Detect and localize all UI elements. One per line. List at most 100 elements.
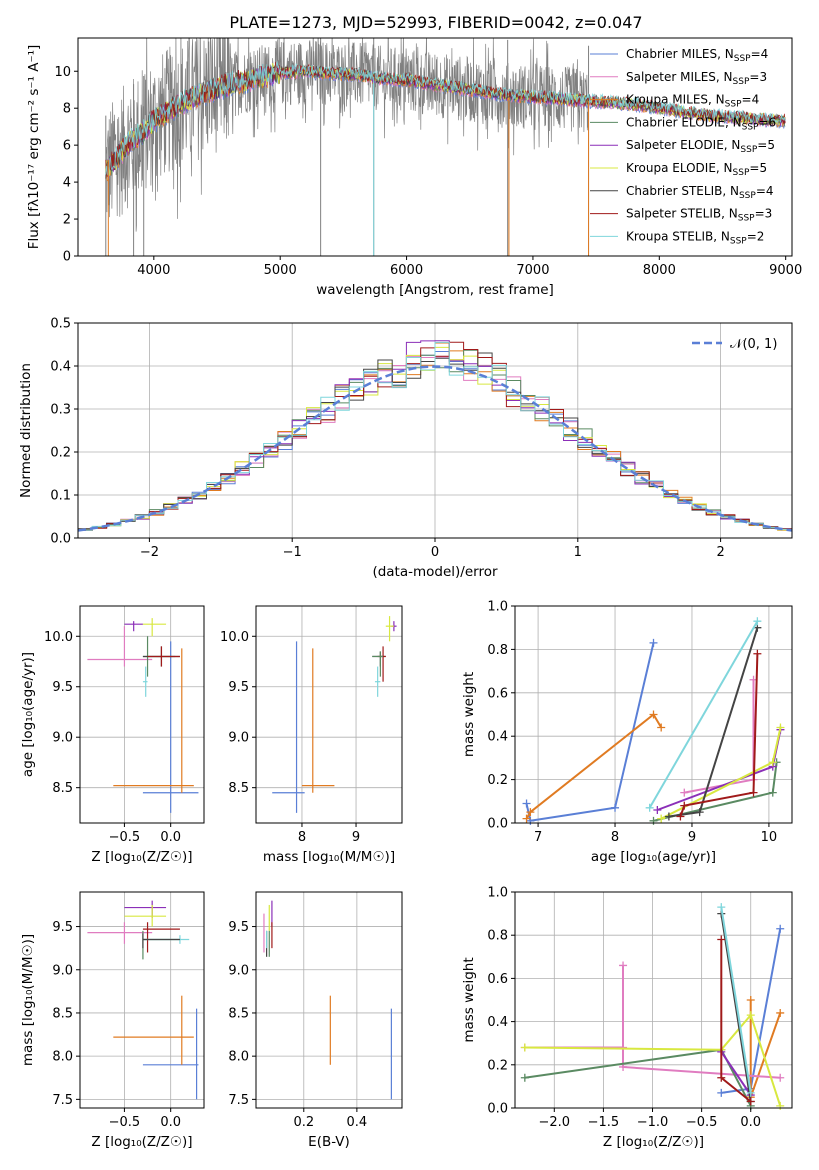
- data-point: [372, 651, 384, 677]
- y-tick-label: 0.4: [487, 1015, 508, 1030]
- data-point: [124, 621, 143, 632]
- weight-marker: [746, 1011, 755, 1020]
- weight-marker: [520, 1043, 529, 1052]
- chart-age-vs-Z: −0.5 0.0 8.5 9.0 9.5 10.0 Z [log₁₀(Z/Z☉)] age […: [20, 605, 205, 865]
- chart-spectrum: 4000 5000 6000 7000 8000 9000 0 2 4 6 8 10 wavelengt…: [26, 37, 802, 298]
- y-tick-label: 0.6: [487, 972, 508, 987]
- weight-line-kroupa-miles: [525, 713, 663, 820]
- data-point: [142, 666, 148, 697]
- panels: 4000 5000 6000 7000 8000 90000246810wavelengt…: [18, 37, 802, 1150]
- x-axis-label: Z [log₁₀(Z/Z☉)]: [91, 1134, 192, 1150]
- y-tick-label: 0.0: [487, 817, 508, 832]
- y-axis-label: age [log₁₀(age/yr)]: [20, 652, 36, 777]
- y-tick-label: 9.5: [52, 680, 73, 695]
- data-point: [142, 641, 199, 813]
- legend-entry: Chabrier ELODIE, NSSP=6: [626, 115, 776, 132]
- data-point: [272, 641, 305, 813]
- data-point: [124, 904, 167, 927]
- chart-mass-weight-vs-age: 7 8 9 10 0.0 0.2 0.4 0.6 0.8 1.0 age [log₁₀(age/yr…: [461, 600, 793, 865]
- weight-marker: [776, 723, 785, 732]
- weight-line-salpeter-stelib: [679, 653, 759, 817]
- y-tick-label: 2: [63, 213, 71, 228]
- y-tick-label: 10.0: [44, 630, 73, 645]
- weight-line-salpeter-elodie: [720, 1051, 752, 1096]
- data-point: [301, 648, 335, 793]
- weight-marker: [657, 723, 666, 732]
- x-tick-label: 9: [688, 830, 696, 845]
- x-tick-label: −0.5: [686, 1115, 718, 1130]
- legend-entry: Kroupa ELODIE, NSSP=5: [626, 161, 767, 178]
- weight-marker: [680, 788, 689, 797]
- figure-title: PLATE=1273, MJD=52993, FIBERID=0042, z=0…: [229, 13, 642, 32]
- y-axis-label: mass [log₁₀(M/M☉)]: [20, 934, 36, 1066]
- x-axis-label: wavelength [Angstrom, rest frame]: [316, 282, 554, 298]
- y-tick-label: 0.0: [50, 532, 71, 547]
- x-tick-label: 1: [574, 545, 582, 560]
- chart-mass-vs-ebv: 0.2 0.4 7.5 8.0 8.5 9.0 9.5 E(B-V): [228, 891, 403, 1150]
- legend-entry: 𝒩(0, 1): [730, 337, 777, 352]
- chart-age-vs-mass: 8 9 8.5 9.0 9.5 10.0 mass [log₁₀(M/M☉)]: [220, 605, 403, 865]
- weight-marker: [522, 814, 531, 823]
- chart-mass-vs-Z: −0.5 0.0 7.5 8.0 8.5 9.0 9.5 Z [log₁₀(Z/Z☉)] mas…: [20, 891, 205, 1150]
- weight-line-kroupa-stelib: [720, 906, 752, 1094]
- y-tick-label: 0.1: [50, 489, 71, 504]
- y-tick-label: 0: [63, 250, 71, 265]
- x-tick-label: 10: [761, 830, 778, 845]
- y-tick-label: 0.2: [487, 773, 508, 788]
- chart-mass-weight-vs-Z: −2.0 −1.5 −1.0 −0.5 0.0 0.0 0.2 0.4 0.6 0.8 1.0 Z […: [461, 886, 793, 1150]
- y-tick-label: 8.5: [52, 1006, 73, 1021]
- x-axis-label: mass [log₁₀(M/M☉)]: [263, 849, 395, 865]
- y-tick-label: 0.8: [487, 929, 508, 944]
- y-tick-label: 9.0: [228, 963, 249, 978]
- weight-marker: [611, 803, 620, 812]
- normal-reference-curve: [77, 365, 793, 532]
- weight-marker: [526, 808, 535, 817]
- x-tick-label: −1: [283, 545, 302, 560]
- x-tick-label: 0.4: [347, 1115, 368, 1130]
- x-tick-label: 0.0: [160, 1115, 181, 1130]
- x-tick-label: 8: [298, 830, 306, 845]
- weight-marker: [746, 996, 755, 1004]
- x-tick-label: 7000: [516, 263, 549, 278]
- y-tick-label: 8: [63, 102, 71, 117]
- weight-marker: [695, 808, 704, 817]
- legend-entry: Chabrier MILES, NSSP=4: [626, 47, 768, 64]
- y-tick-label: 10.0: [220, 630, 249, 645]
- data-point: [147, 646, 180, 667]
- y-tick-label: 0.2: [487, 1058, 508, 1073]
- y-tick-label: 8.5: [228, 1006, 249, 1021]
- x-tick-label: 0.0: [160, 830, 181, 845]
- y-axis-label: Normed distribution: [18, 363, 34, 498]
- x-tick-label: 0.2: [293, 1115, 314, 1130]
- x-tick-label: 0: [431, 545, 439, 560]
- x-tick-label: −2: [140, 545, 159, 560]
- plot-frame: [514, 605, 793, 824]
- x-tick-label: 9: [352, 830, 360, 845]
- y-tick-label: 1.0: [487, 886, 508, 901]
- y-tick-label: 8.5: [52, 781, 73, 796]
- weight-marker: [653, 805, 662, 814]
- weight-marker: [753, 649, 762, 658]
- y-axis-label: Flux [fλ10⁻¹⁷ erg cm⁻² s⁻¹ A⁻¹]: [26, 45, 42, 250]
- y-tick-label: 9.0: [52, 731, 73, 746]
- weight-marker: [776, 924, 785, 933]
- weight-marker: [619, 961, 628, 970]
- legend-entry: Salpeter STELIB, NSSP=3: [626, 207, 772, 224]
- weight-marker: [717, 1073, 726, 1082]
- y-tick-label: 7.5: [228, 1093, 249, 1108]
- x-tick-label: 9000: [769, 263, 802, 278]
- weight-marker: [649, 710, 658, 719]
- plot-frame: [255, 891, 403, 1109]
- y-axis-label: mass weight: [461, 957, 477, 1042]
- x-tick-label: 4000: [137, 263, 170, 278]
- plot-frame: [255, 605, 403, 824]
- weight-marker: [776, 1101, 785, 1110]
- y-tick-label: 9.5: [52, 920, 73, 935]
- y-tick-label: 0.5: [50, 317, 71, 332]
- y-tick-label: 4: [63, 176, 71, 191]
- weight-marker: [746, 1097, 755, 1106]
- x-tick-label: 6000: [390, 263, 423, 278]
- spectrum-legend: Chabrier MILES, NSSP=4 Salpeter MILES, NS…: [590, 47, 776, 246]
- weight-line-kroupa-elodie: [524, 1013, 782, 1107]
- data-point: [87, 626, 153, 667]
